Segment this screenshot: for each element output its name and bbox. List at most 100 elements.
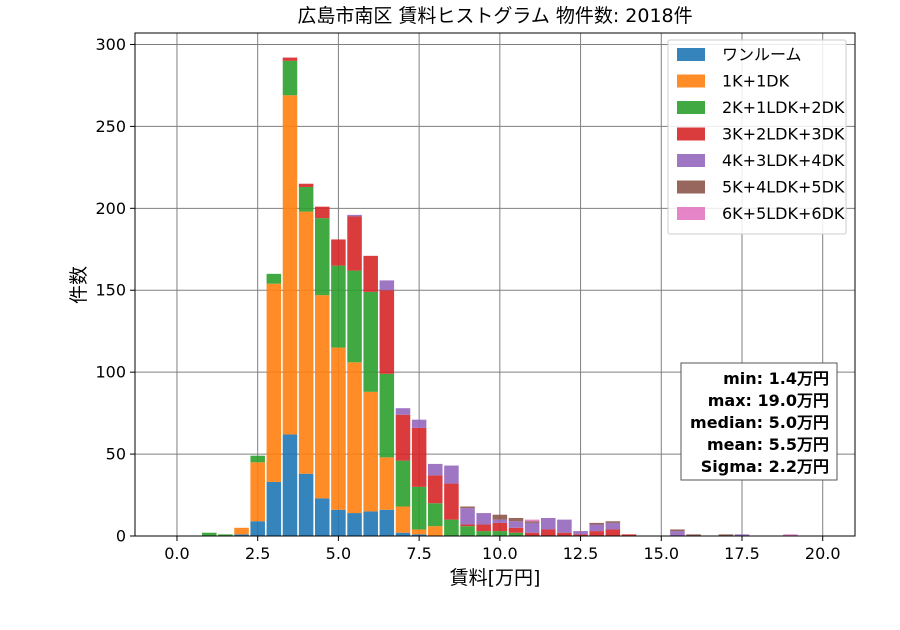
bars-layer — [201, 57, 798, 536]
bar-segment-5 — [460, 506, 475, 509]
bar-segment-3 — [411, 427, 427, 487]
bar-segment-0 — [234, 534, 249, 536]
bar-segment-4 — [508, 521, 524, 528]
bar-segment-0 — [266, 481, 282, 536]
y-axis-ticks: 0 50 100 150 200 250 300 — [95, 35, 135, 546]
bar-segment-2 — [298, 187, 314, 212]
legend: ワンルーム 1K+1DK 2K+1LDK+2DK 3K+2LDK+3DK 4K+3LDK… — [667, 39, 847, 235]
legend-label: 6K+5LDK+6DK — [722, 204, 845, 223]
bar-segment-3 — [621, 534, 637, 536]
bar-segment-5 — [686, 534, 701, 536]
bar-segment-3 — [315, 206, 330, 219]
x-tick-label: 20.0 — [805, 544, 841, 563]
bar-segment-4 — [492, 519, 508, 523]
bar-segment-0 — [411, 534, 427, 536]
bar-segment-3 — [605, 529, 621, 536]
y-tick-label: 250 — [95, 117, 126, 136]
bar-segment-4 — [460, 508, 475, 525]
x-tick-label: 15.0 — [643, 544, 679, 563]
y-axis-title: 件数 — [68, 266, 90, 304]
bar-segment-3 — [282, 57, 298, 61]
bar-segment-1 — [298, 211, 314, 474]
bar-segment-0 — [331, 509, 346, 536]
legend-label: 1K+1DK — [722, 72, 790, 91]
legend-box — [667, 39, 847, 235]
bar-segment-1 — [282, 95, 298, 435]
bar-segment-3 — [524, 532, 540, 536]
bar-segment-5 — [670, 529, 685, 532]
chart-title: 広島市南区 賃料ヒストグラム 物件数: 2018件 — [297, 5, 692, 27]
bar-segment-2 — [347, 270, 362, 363]
legend-label: 3K+2LDK+3DK — [722, 125, 845, 144]
bar-segment-2 — [315, 218, 330, 296]
legend-swatch — [677, 48, 705, 61]
x-tick-label: 7.5 — [406, 544, 431, 563]
stats-line: min: 1.4万円 — [723, 369, 829, 388]
bar-segment-1 — [411, 529, 427, 535]
bar-segment-0 — [347, 513, 362, 536]
bar-segment-6 — [524, 519, 540, 522]
bar-segment-3 — [298, 183, 314, 188]
bar-segment-3 — [589, 531, 604, 536]
bar-segment-5 — [589, 522, 604, 525]
bar-segment-2 — [266, 273, 282, 284]
bar-segment-2 — [395, 460, 411, 507]
bar-segment-4 — [670, 531, 685, 536]
bar-segment-2 — [428, 503, 443, 527]
legend-swatch — [677, 154, 705, 167]
y-tick-label: 200 — [95, 199, 126, 218]
x-axis-title: 賃料[万円] — [450, 567, 541, 589]
bar-segment-1 — [234, 527, 249, 535]
y-tick-label: 150 — [95, 281, 126, 300]
bar-segment-2 — [508, 532, 524, 536]
bar-segment-4 — [589, 524, 604, 532]
bar-segment-4 — [557, 519, 572, 533]
y-tick-label: 50 — [106, 445, 126, 464]
bar-segment-3 — [331, 239, 346, 266]
x-tick-label: 17.5 — [724, 544, 760, 563]
legend-swatch — [677, 127, 705, 141]
bar-segment-3 — [508, 527, 524, 533]
bar-segment-1 — [266, 283, 282, 482]
legend-swatch — [677, 207, 705, 220]
x-tick-label: 0.0 — [164, 544, 189, 563]
x-axis-ticks: 0.0 2.5 5.0 7.5 10.0 12.5 15.0 17.5 20.0 — [164, 536, 841, 563]
bar-segment-4 — [524, 522, 540, 533]
stats-line: max: 19.0万円 — [708, 391, 829, 410]
bar-segment-2 — [476, 531, 491, 536]
plot-frame — [134, 32, 856, 537]
bar-segment-4 — [605, 522, 621, 530]
bar-segment-1 — [250, 462, 265, 522]
legend-swatch — [677, 74, 705, 88]
bar-segment-3 — [492, 522, 508, 532]
bar-segment-3 — [444, 483, 459, 520]
bar-segment-2 — [218, 534, 233, 536]
bar-segment-5 — [508, 517, 524, 522]
bar-segment-4 — [379, 280, 395, 291]
bar-segment-4 — [444, 465, 459, 484]
x-tick-label: 12.5 — [563, 544, 599, 563]
bar-segment-5 — [492, 514, 508, 520]
bar-segment-3 — [379, 290, 395, 374]
bar-segment-0 — [379, 509, 395, 536]
bar-segment-0 — [395, 532, 411, 536]
bar-segment-2 — [331, 265, 346, 348]
bar-segment-3 — [557, 532, 572, 536]
bar-segment-0 — [298, 473, 314, 536]
bar-segment-3 — [363, 255, 378, 292]
bar-segment-2 — [492, 531, 508, 536]
bar-segment-4 — [395, 408, 411, 415]
bar-segment-4 — [476, 513, 491, 525]
bar-segment-6 — [783, 534, 798, 536]
bar-segment-4 — [573, 531, 588, 535]
bar-segment-2 — [250, 455, 265, 463]
bar-segment-4 — [428, 463, 443, 476]
stats-line: mean: 5.5万円 — [707, 435, 829, 454]
legend-label: ワンルーム — [722, 45, 802, 64]
stats-box: min: 1.4万円 max: 19.0万円 median: 5.0万円 mean: … — [680, 362, 838, 481]
bar-segment-3 — [428, 475, 443, 504]
bar-segment-2 — [460, 526, 475, 536]
legend-label: 5K+4LDK+5DK — [722, 178, 845, 197]
x-tick-label: 5.0 — [326, 544, 351, 563]
bar-segment-1 — [347, 362, 362, 514]
